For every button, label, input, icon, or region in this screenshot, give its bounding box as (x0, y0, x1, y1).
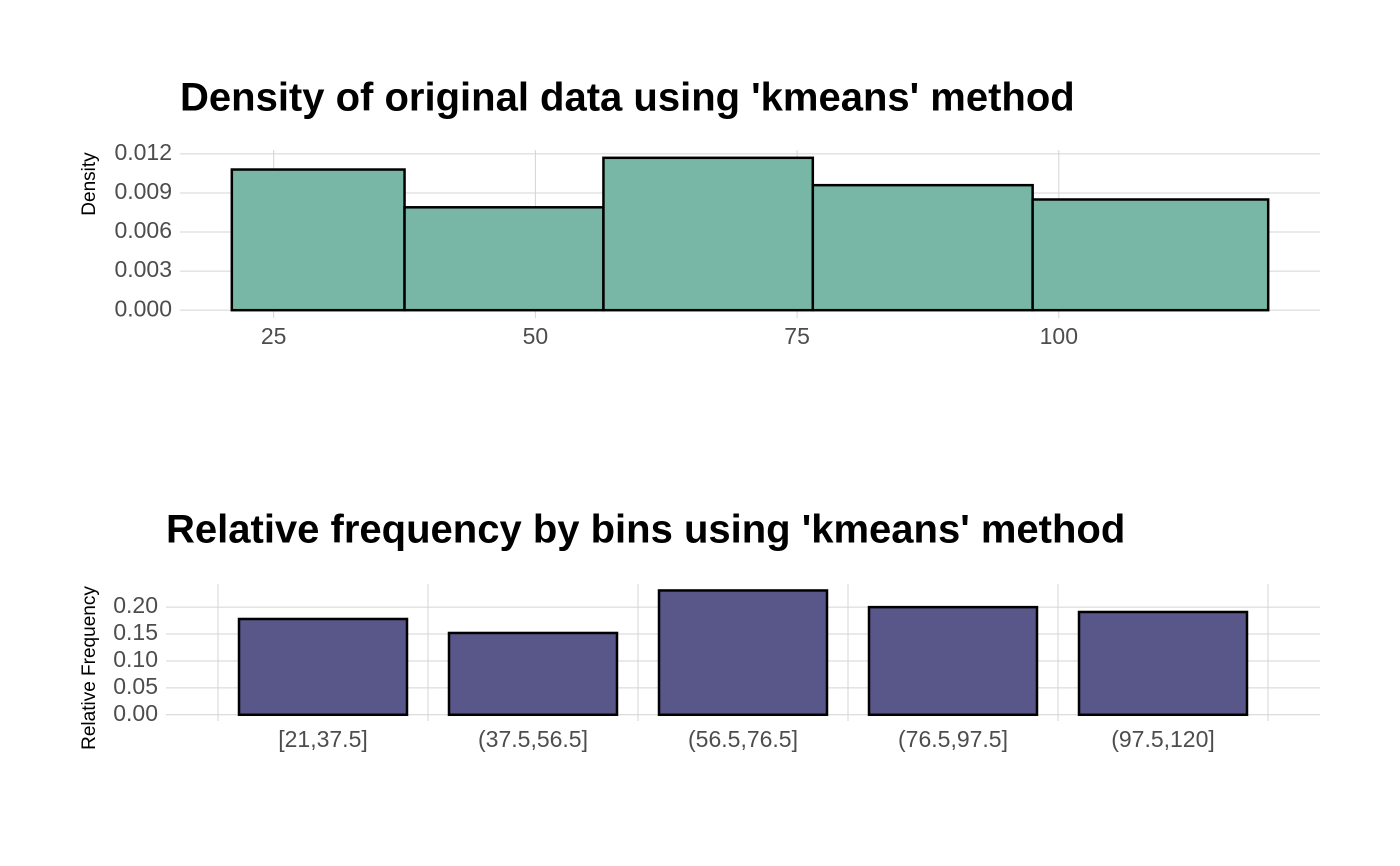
y-tick-label: 0.012 (114, 139, 172, 165)
chart-title: Density of original data using 'kmeans' … (180, 76, 1075, 120)
y-tick-label: 0.009 (114, 178, 172, 204)
x-tick-label: (56.5,76.5] (688, 726, 798, 752)
y-tick-label: 0.20 (113, 592, 158, 618)
x-tick-label: (76.5,97.5] (898, 726, 1008, 752)
bar (447, 631, 619, 717)
y-tick-label: 0.05 (113, 673, 158, 699)
y-axis-title: Density (79, 152, 100, 216)
y-axis-title: Relative Frequency (79, 586, 100, 750)
x-tick-label: 50 (523, 323, 549, 349)
bar (867, 605, 1039, 717)
histogram-bar (602, 156, 815, 312)
histogram-bar (811, 183, 1034, 312)
y-tick-label: 0.003 (114, 256, 172, 282)
histogram-bar (1031, 198, 1270, 312)
x-tick-label: 25 (261, 323, 287, 349)
x-tick-label: (97.5,120] (1111, 726, 1215, 752)
x-tick-label: [21,37.5] (278, 726, 368, 752)
chart-title: Relative frequency by bins using 'kmeans… (166, 508, 1125, 552)
x-tick-label: 75 (784, 323, 810, 349)
y-tick-label: 0.00 (113, 700, 158, 726)
y-tick-label: 0.006 (114, 217, 172, 243)
x-tick-label: 100 (1040, 323, 1078, 349)
y-tick-label: 0.10 (113, 646, 158, 672)
bar (657, 589, 829, 717)
y-tick-label: 0.15 (113, 619, 158, 645)
x-tick-label: (37.5,56.5] (478, 726, 588, 752)
histogram-bar (403, 206, 605, 312)
bar (237, 617, 409, 717)
bar (1077, 610, 1249, 717)
histogram-bar (230, 168, 406, 312)
y-tick-label: 0.000 (114, 295, 172, 321)
